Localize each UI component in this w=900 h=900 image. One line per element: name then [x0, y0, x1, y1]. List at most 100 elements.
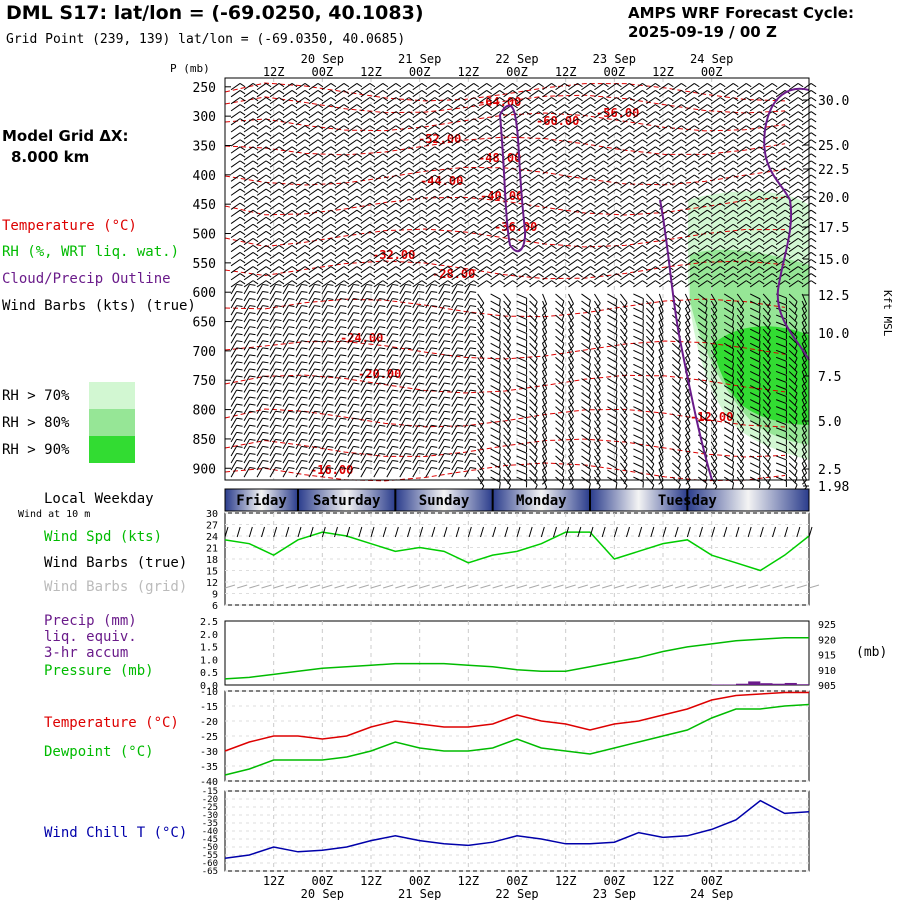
temperature-contour-label: -36.00	[494, 220, 537, 234]
wind-barb	[762, 181, 773, 189]
wind-barb	[477, 132, 487, 140]
wind-barb	[516, 321, 527, 327]
wind-barb	[308, 347, 315, 358]
wind-barb-flag	[486, 259, 492, 264]
wind-barb-flag	[810, 97, 817, 102]
wind-barb-flag	[301, 290, 308, 293]
wind-barb	[347, 90, 358, 98]
wind-barb	[633, 244, 643, 253]
wind-barb	[230, 453, 238, 464]
wind-barb	[529, 349, 538, 359]
wind-barb-flag	[499, 439, 501, 447]
wind-barb-flag	[382, 111, 389, 116]
wind-barb-flag	[810, 174, 817, 179]
wind-barb-flag	[739, 309, 745, 316]
wind-barb	[256, 319, 263, 330]
wind-barb	[568, 125, 578, 133]
wind-barb-flag	[732, 447, 735, 454]
wind-barb-flag	[418, 382, 425, 385]
wind-barb	[658, 399, 664, 411]
wind-barb-flag	[327, 298, 334, 300]
wind-barb-flag	[278, 104, 285, 109]
wind-barb	[269, 259, 280, 267]
wind-barb	[710, 343, 718, 353]
wind-barb-flag	[340, 460, 347, 462]
wind-barb	[321, 160, 332, 168]
wind-barb	[464, 368, 471, 379]
wind-barb-flag	[694, 181, 700, 186]
wind-barb-flag	[512, 216, 518, 221]
wind-barb	[710, 160, 721, 168]
wind-barb	[607, 202, 617, 210]
wind-barb	[503, 448, 511, 458]
wind-barb-flag	[382, 223, 389, 229]
wind-barb	[334, 439, 341, 450]
wind-barb	[386, 326, 393, 337]
wind-barb	[373, 347, 380, 358]
wind-barb-flag	[758, 230, 765, 236]
wind-barb-flag	[327, 438, 334, 441]
wind-barb	[321, 312, 328, 323]
wind-barb	[464, 354, 471, 365]
wind-barb	[555, 342, 565, 351]
wind-barb	[581, 321, 591, 329]
wind-barb	[801, 209, 812, 217]
wind-barb-flag	[512, 237, 518, 243]
wind-barb-flag	[447, 160, 454, 165]
wind-barb	[529, 280, 539, 288]
wind-barb-flag	[395, 273, 402, 278]
wind-barb-flag	[457, 312, 464, 315]
wind-barb-flag	[392, 424, 399, 427]
wind-barb-flag	[732, 237, 739, 243]
wind-barb-flag	[252, 223, 259, 229]
wind-barb	[594, 378, 601, 389]
wind-barb	[464, 389, 471, 400]
wind-barb	[568, 441, 574, 452]
wind-barb-flag	[457, 417, 464, 420]
wind-barb-flag	[745, 125, 752, 130]
wind-barb	[736, 181, 747, 189]
wind-barb	[230, 132, 241, 140]
wind-barb	[607, 448, 618, 455]
wind-barb	[438, 417, 445, 429]
wind-barb	[568, 392, 574, 403]
wind-barb	[762, 266, 773, 274]
wind-barb-flag	[447, 132, 454, 137]
wind-barb	[594, 307, 601, 318]
wind-barb	[360, 375, 367, 386]
wind-barb-flag	[681, 153, 687, 158]
wind-barb	[295, 305, 302, 316]
wind-barb-flag	[330, 209, 337, 214]
wind-barb	[594, 97, 604, 105]
wind-barb-flag	[405, 361, 412, 364]
wind-barb-flag	[642, 195, 648, 200]
wind-barb-flag	[330, 188, 337, 193]
wind-barb	[607, 237, 617, 246]
wind-barb	[581, 223, 591, 231]
wind-barb	[762, 104, 773, 112]
wind-barb	[697, 273, 708, 281]
wind-barb-flag	[239, 188, 246, 193]
wind-barb-flag	[677, 315, 681, 322]
wind-barb	[658, 413, 664, 425]
wind-barb	[775, 252, 786, 260]
wind-barb-flag	[758, 397, 761, 404]
wind-barb-flag	[797, 273, 804, 278]
wind-barb	[658, 448, 664, 460]
wind-barb	[269, 298, 276, 309]
wind-barb-flag	[275, 326, 282, 329]
wind-barb	[594, 350, 601, 360]
wind-barb	[788, 356, 798, 366]
wind-barb-flag	[444, 375, 451, 378]
wind-barb-flag	[486, 252, 492, 257]
wind-barb	[295, 298, 302, 309]
wind-barb-flag	[694, 237, 700, 243]
wind-barb	[230, 439, 238, 450]
wind-barb	[464, 160, 474, 168]
wind-barb	[334, 118, 345, 126]
wind-barb-flag	[538, 153, 544, 158]
wind-barb	[256, 252, 267, 260]
wind-barb-flag	[616, 252, 622, 257]
wind-barb	[684, 385, 691, 396]
wind-barb	[230, 446, 238, 457]
